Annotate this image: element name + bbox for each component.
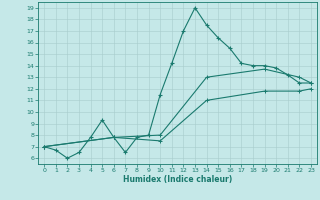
X-axis label: Humidex (Indice chaleur): Humidex (Indice chaleur) (123, 175, 232, 184)
